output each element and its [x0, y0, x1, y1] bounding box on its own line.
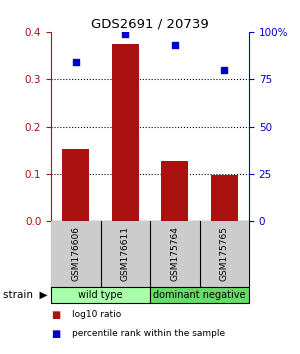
Text: wild type: wild type [78, 290, 123, 300]
Text: log10 ratio: log10 ratio [72, 310, 121, 319]
Bar [51, 221, 100, 287]
Text: GSM176606: GSM176606 [71, 227, 80, 281]
Bar [51, 287, 150, 303]
Bar [200, 221, 249, 287]
Bar [62, 149, 89, 221]
Bar [112, 44, 139, 221]
Bar [211, 175, 238, 221]
Bar [150, 287, 249, 303]
Bar [161, 161, 188, 221]
Text: strain  ▶: strain ▶ [3, 290, 47, 300]
Bar [150, 221, 200, 287]
Text: GSM176611: GSM176611 [121, 227, 130, 281]
Text: ■: ■ [51, 329, 60, 339]
Point [172, 42, 177, 48]
Text: GSM175764: GSM175764 [170, 227, 179, 281]
Point [222, 67, 227, 73]
Text: dominant negative: dominant negative [153, 290, 246, 300]
Bar [100, 221, 150, 287]
Point [74, 59, 78, 65]
Text: percentile rank within the sample: percentile rank within the sample [72, 329, 225, 338]
Text: ■: ■ [51, 310, 60, 320]
Title: GDS2691 / 20739: GDS2691 / 20739 [91, 18, 209, 31]
Text: GSM175765: GSM175765 [220, 227, 229, 281]
Point [123, 31, 128, 36]
